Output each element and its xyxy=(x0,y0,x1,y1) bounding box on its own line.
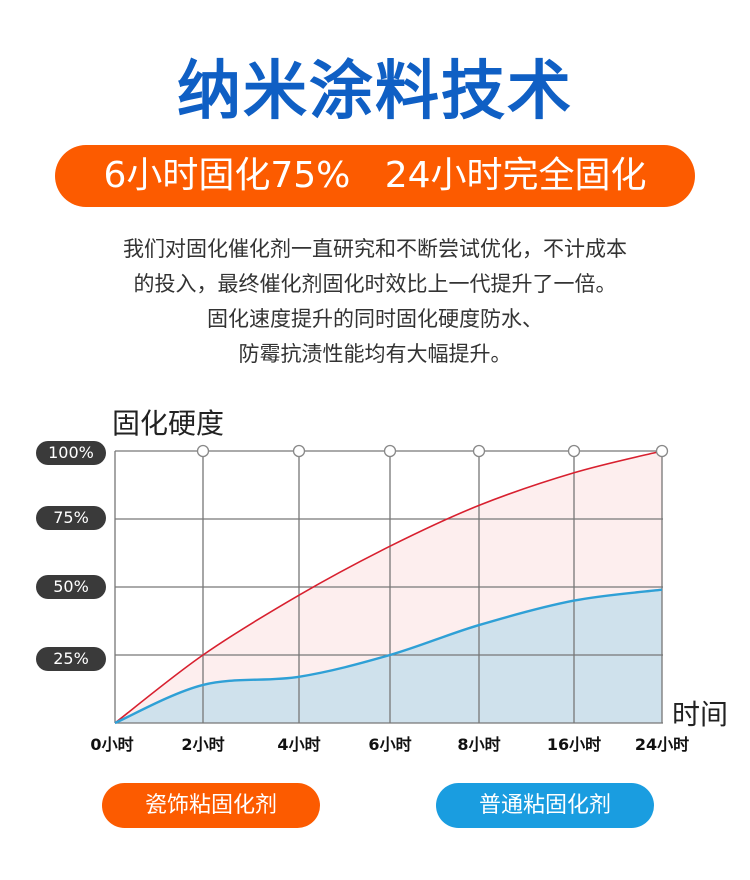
grid-marker-circle-icon xyxy=(292,444,306,458)
x-tick-label: 2小时 xyxy=(181,735,225,754)
page-title: 纳米涂料技术 xyxy=(177,55,573,129)
grid-marker-circle-icon xyxy=(383,444,397,458)
grid-marker-circle-icon xyxy=(472,444,486,458)
description-line: 的投入，最终催化剂固化时效比上一代提升了一倍。 xyxy=(133,272,617,296)
legend-normal-curing-agent: 普通粘固化剂 xyxy=(436,783,654,828)
grid-marker-circle-icon xyxy=(196,444,210,458)
grid-marker-circle-icon xyxy=(567,444,581,458)
y-tick-50: 50% xyxy=(36,575,106,599)
blue-series-line xyxy=(114,588,663,725)
description-line: 防霉抗渍性能均有大幅提升。 xyxy=(238,342,512,366)
legend-ceramic-curing-agent: 瓷饰粘固化剂 xyxy=(102,783,320,828)
x-tick-label: 24小时 xyxy=(634,735,690,754)
y-tick-25: 25% xyxy=(36,647,106,671)
x-tick-label: 0小时 xyxy=(90,735,134,754)
red-series-line xyxy=(114,450,663,724)
x-axis-title: 时间 xyxy=(672,698,729,731)
x-tick-label: 6小时 xyxy=(368,735,412,754)
y-tick-100: 100% xyxy=(36,441,106,465)
x-tick-label: 4小时 xyxy=(277,735,321,754)
x-tick-label: 16小时 xyxy=(546,735,602,754)
x-tick-label: 8小时 xyxy=(457,735,501,754)
description-line: 我们对固化催化剂一直研究和不断尝试优化，不计成本 xyxy=(123,237,627,261)
description: 我们对固化催化剂一直研究和不断尝试优化，不计成本 的投入，最终催化剂固化时效比上… xyxy=(0,232,750,372)
description-line: 固化速度提升的同时固化硬度防水、 xyxy=(207,307,543,331)
y-axis-title: 固化硬度 xyxy=(112,407,225,440)
grid-marker-circle-icon xyxy=(655,444,669,458)
curing-banner: 6小时固化75% 24小时完全固化 xyxy=(55,145,695,207)
y-tick-75: 75% xyxy=(36,506,106,530)
